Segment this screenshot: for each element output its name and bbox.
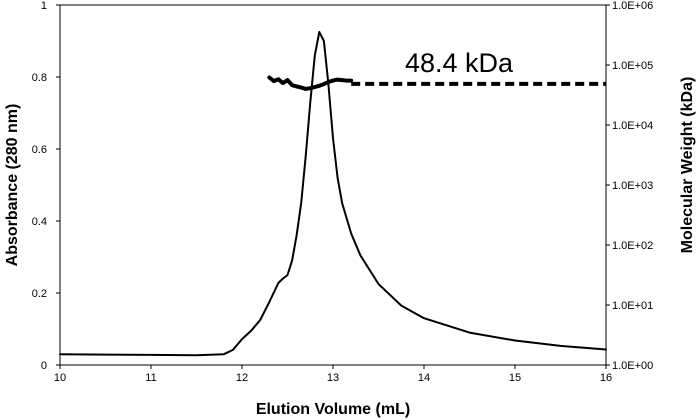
y-tick-label: 0.6 [32, 144, 47, 156]
x-tick-label: 12 [236, 372, 248, 384]
y2-tick-label: 1.0E+03 [612, 180, 653, 192]
y2-tick-label: 1.0E+04 [612, 120, 653, 132]
x-tick-label: 13 [327, 372, 339, 384]
y-tick-label: 0.2 [32, 288, 47, 300]
x-tick-label: 16 [600, 372, 612, 384]
y2-axis-title: Molecular Weight (kDa) [679, 77, 696, 254]
x-tick-label: 14 [418, 372, 430, 384]
y2-tick-label: 1.0E+05 [612, 60, 653, 72]
x-tick-label: 10 [54, 372, 66, 384]
x-tick-label: 11 [145, 372, 156, 384]
y2-tick-label: 1.0E+00 [612, 360, 653, 372]
x-axis-title: Elution Volume (mL) [256, 401, 410, 418]
y-axis-title: Absorbance (280 nm) [4, 104, 21, 267]
x-tick-label: 15 [509, 372, 521, 384]
y-tick-label: 0.8 [32, 72, 47, 84]
y2-tick-label: 1.0E+06 [612, 0, 653, 12]
plot-frame [59, 4, 607, 366]
y2-tick-label: 1.0E+01 [612, 300, 653, 312]
y2-tick-label: 1.0E+02 [612, 240, 653, 252]
molecular-weight-trace [267, 75, 354, 91]
absorbance-line [59, 31, 607, 357]
y-tick-label: 1 [41, 0, 47, 12]
y-tick-label: 0 [41, 360, 47, 372]
y-tick-label: 0.4 [32, 216, 47, 228]
molecular-weight-annotation: 48.4 kDa [405, 48, 514, 78]
